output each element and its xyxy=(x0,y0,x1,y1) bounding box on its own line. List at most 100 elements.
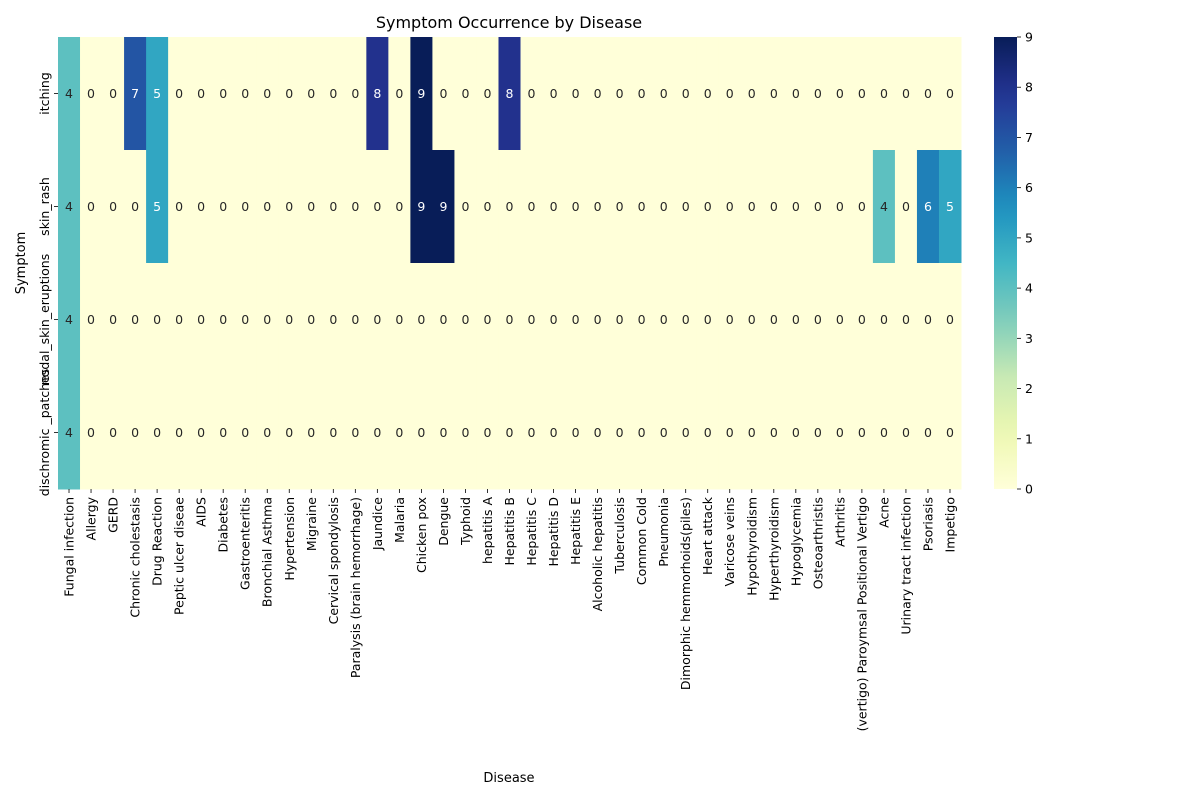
heatmap-cell xyxy=(168,37,191,151)
heatmap-cell xyxy=(278,150,301,264)
heatmap-cell xyxy=(80,150,103,264)
cell-value-label: 0 xyxy=(836,199,844,214)
cell-value-label: 0 xyxy=(285,425,293,440)
cell-value-label: 5 xyxy=(153,86,161,101)
heatmap-cell xyxy=(850,263,874,377)
cell-value-label: 0 xyxy=(395,199,403,214)
y-tick-label: nodal_skin_eruptions xyxy=(37,254,52,385)
heatmap-cell xyxy=(300,150,323,264)
heatmap-cell xyxy=(80,37,103,151)
cell-value-label: 0 xyxy=(858,199,866,214)
heatmap-cell xyxy=(828,376,852,490)
heatmap-cell xyxy=(476,37,499,151)
cell-value-label: 0 xyxy=(351,312,359,327)
heatmap-cell xyxy=(608,376,632,490)
cell-value-label: 0 xyxy=(814,312,822,327)
x-tick-label: Heart attack xyxy=(700,496,715,575)
heatmap-cell xyxy=(542,376,566,490)
cell-value-label: 0 xyxy=(748,312,756,327)
cell-value-label: 0 xyxy=(858,86,866,101)
cell-value-label: 0 xyxy=(219,199,227,214)
heatmap-cell xyxy=(520,37,544,151)
heatmap-cell xyxy=(366,150,389,264)
cell-value-label: 0 xyxy=(572,86,580,101)
heatmap-cell xyxy=(322,37,345,151)
cell-value-label: 0 xyxy=(550,312,558,327)
heatmap-cell xyxy=(322,150,345,264)
cell-value-label: 0 xyxy=(704,86,712,101)
colorbar-tick-label: 9 xyxy=(1025,30,1033,45)
cell-value-label: 0 xyxy=(197,86,205,101)
cell-value-label: 0 xyxy=(594,86,602,101)
cell-value-label: 0 xyxy=(483,199,491,214)
cell-value-label: 0 xyxy=(814,86,822,101)
cell-value-label: 0 xyxy=(175,86,183,101)
x-tick-label: Alcoholic hepatitis xyxy=(590,497,605,611)
cell-value-label: 4 xyxy=(65,425,73,440)
cell-value-label: 0 xyxy=(704,312,712,327)
colorbar-tick-label: 4 xyxy=(1025,281,1033,296)
heatmap-cell xyxy=(58,37,81,151)
heatmap-cell xyxy=(828,150,852,264)
cell-value-label: 0 xyxy=(263,199,271,214)
cell-value-label: 0 xyxy=(880,312,888,327)
cell-value-label: 0 xyxy=(528,86,536,101)
heatmap-cell xyxy=(872,150,896,264)
heatmap-cell xyxy=(102,263,125,377)
heatmap-cell xyxy=(806,263,830,377)
cell-value-label: 0 xyxy=(660,312,668,327)
heatmap-cell xyxy=(652,263,676,377)
cell-value-label: 4 xyxy=(65,199,73,214)
heatmap-cell xyxy=(630,37,654,151)
cell-value-label: 0 xyxy=(902,199,910,214)
heatmap-cell xyxy=(894,150,918,264)
x-tick-label: Impetigo xyxy=(942,497,957,552)
x-tick-label: Fungal infection xyxy=(62,497,77,597)
colorbar-tick-label: 8 xyxy=(1025,80,1033,95)
cell-value-label: 0 xyxy=(528,199,536,214)
x-tick-label: Common Cold xyxy=(634,497,649,585)
heatmap-cell xyxy=(608,150,632,264)
colorbar-tick-label: 7 xyxy=(1025,130,1033,145)
heatmap-cell xyxy=(300,376,323,490)
cell-value-label: 0 xyxy=(329,86,337,101)
x-tick-label: AIDS xyxy=(194,497,209,527)
x-tick-label: Urinary tract infection xyxy=(898,497,913,635)
heatmap-cell xyxy=(212,150,235,264)
x-tick-label: Diabetes xyxy=(216,497,231,553)
heatmap-cell xyxy=(124,376,147,490)
cell-value-label: 0 xyxy=(285,312,293,327)
heatmap-cell xyxy=(916,376,940,490)
heatmap-cell xyxy=(608,263,632,377)
cell-value-label: 0 xyxy=(329,425,337,440)
heatmap-cell xyxy=(124,37,147,151)
cell-value-label: 0 xyxy=(660,425,668,440)
x-tick-label: Allergy xyxy=(84,496,99,540)
x-tick-label: Bronchial Asthma xyxy=(260,497,275,607)
cell-value-label: 0 xyxy=(175,199,183,214)
heatmap-cell xyxy=(564,263,588,377)
cell-value-label: 0 xyxy=(682,86,690,101)
cell-value-label: 0 xyxy=(483,425,491,440)
cell-value-label: 0 xyxy=(594,425,602,440)
cell-value-label: 0 xyxy=(770,312,778,327)
heatmap-cell xyxy=(190,263,213,377)
heatmap-cell xyxy=(366,263,389,377)
cell-value-label: 0 xyxy=(704,199,712,214)
heatmap-cell xyxy=(586,37,610,151)
heatmap-cell xyxy=(696,37,720,151)
x-tick-label: Osteoarthristis xyxy=(810,497,825,589)
cell-value-label: 0 xyxy=(660,86,668,101)
cell-value-label: 0 xyxy=(153,312,161,327)
cell-value-label: 0 xyxy=(528,312,536,327)
cell-value-label: 0 xyxy=(748,425,756,440)
heatmap-cell xyxy=(278,263,301,377)
cell-value-label: 0 xyxy=(682,312,690,327)
heatmap-cell xyxy=(828,37,852,151)
cell-value-label: 0 xyxy=(858,312,866,327)
cell-value-label: 0 xyxy=(307,312,315,327)
heatmap-cell xyxy=(366,376,389,490)
cell-value-label: 0 xyxy=(241,86,249,101)
heatmap-cell xyxy=(432,263,455,377)
cell-value-label: 0 xyxy=(638,199,646,214)
